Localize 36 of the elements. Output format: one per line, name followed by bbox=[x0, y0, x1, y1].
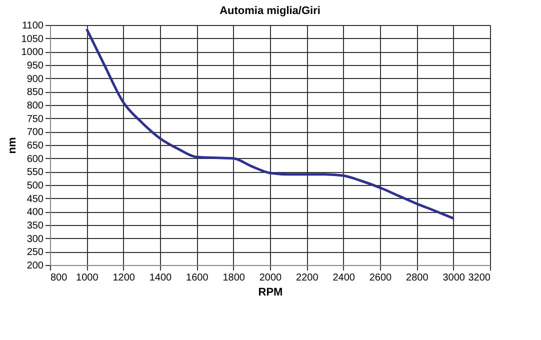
y-tick-label: 800 bbox=[26, 100, 44, 112]
y-tick-label: 1100 bbox=[22, 20, 44, 32]
y-tick-label: 600 bbox=[26, 154, 44, 165]
x-tick-label: 3200 bbox=[468, 272, 491, 284]
y-tick-label: 900 bbox=[26, 74, 44, 85]
x-tick-label: 2400 bbox=[332, 272, 356, 284]
x-axis-title: RPM bbox=[258, 286, 283, 298]
y-tick-label: 300 bbox=[26, 234, 44, 245]
y-axis-title: nm bbox=[6, 137, 18, 154]
x-tick-label: 1000 bbox=[76, 272, 99, 284]
line-series bbox=[85, 28, 455, 220]
x-tick-label: 800 bbox=[50, 272, 68, 284]
y-tick-label: 850 bbox=[26, 87, 44, 98]
y-tick-label: 700 bbox=[26, 127, 44, 138]
y-tick-label: 550 bbox=[26, 167, 44, 178]
y-tick-label: 1000 bbox=[21, 47, 44, 58]
y-tick-label: 200 bbox=[26, 260, 44, 272]
x-tick-label: 1400 bbox=[149, 272, 172, 284]
y-tick-label: 450 bbox=[26, 194, 44, 205]
x-tick-label: 2800 bbox=[406, 272, 429, 284]
y-tick-label: 1050 bbox=[21, 34, 44, 45]
y-tick-label: 350 bbox=[26, 220, 44, 232]
x-tick-label: 3000 bbox=[442, 272, 466, 284]
y-tick-label: 650 bbox=[26, 140, 44, 152]
y-tick-label: 950 bbox=[26, 60, 44, 72]
y-tick-label: 750 bbox=[26, 114, 44, 125]
x-tick-label: 2600 bbox=[369, 272, 392, 284]
y-tick-label: 250 bbox=[26, 247, 44, 258]
x-tick-label: 1800 bbox=[222, 272, 246, 284]
y-tick-label: 400 bbox=[26, 207, 44, 218]
y-tick-label: 500 bbox=[26, 180, 44, 192]
x-tick-label: 2000 bbox=[259, 272, 282, 284]
x-tick-label: 1200 bbox=[112, 272, 136, 284]
chart-title: Automia miglia/Giri bbox=[220, 5, 320, 17]
x-tick-label: 1600 bbox=[186, 272, 209, 284]
x-tick-label: 2200 bbox=[296, 272, 319, 284]
